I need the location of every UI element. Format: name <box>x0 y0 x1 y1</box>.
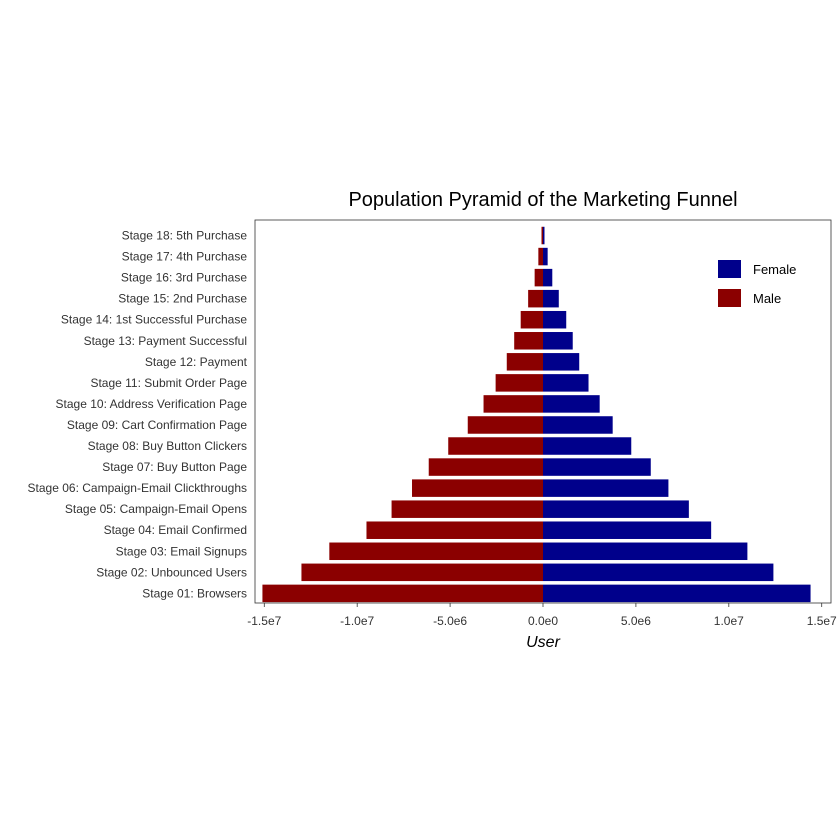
bar-male-17 <box>538 247 543 266</box>
bar-male-5 <box>391 500 543 518</box>
bar-female-3 <box>543 542 748 561</box>
legend-label-female: Female <box>753 262 796 277</box>
bar-male-9 <box>467 416 543 434</box>
x-tick-label: -5.0e6 <box>433 614 467 628</box>
bar-male-7 <box>428 458 543 476</box>
x-tick-label: 1.5e7 <box>807 614 837 628</box>
category-label: Stage 04: Email Confirmed <box>104 523 247 537</box>
bar-male-3 <box>329 542 543 561</box>
bar-female-7 <box>543 458 651 476</box>
bar-male-13 <box>514 332 543 350</box>
bar-female-12 <box>543 353 580 371</box>
bar-female-4 <box>543 521 712 539</box>
bars-layer <box>262 226 811 603</box>
legend-label-male: Male <box>753 291 781 306</box>
bar-female-15 <box>543 289 559 308</box>
bar-female-16 <box>543 268 553 287</box>
x-tick-label: 5.0e6 <box>621 614 651 628</box>
bar-female-1 <box>543 584 811 603</box>
chart-title: Population Pyramid of the Marketing Funn… <box>348 189 737 211</box>
legend-swatch-male <box>718 289 741 307</box>
category-label: Stage 07: Buy Button Page <box>102 460 247 474</box>
category-label: Stage 15: 2nd Purchase <box>118 292 247 306</box>
bar-male-14 <box>520 310 543 329</box>
legend-swatch-female <box>718 260 741 278</box>
category-label: Stage 05: Campaign-Email Opens <box>65 502 247 516</box>
category-label: Stage 02: Unbounced Users <box>96 565 247 579</box>
bar-female-14 <box>543 310 567 329</box>
x-tick-label: 1.0e7 <box>714 614 744 628</box>
category-labels: Stage 01: Browsers Stage 02: Unbounced Us… <box>28 229 248 601</box>
category-label: Stage 08: Buy Button Clickers <box>88 439 247 453</box>
bar-male-12 <box>506 353 543 371</box>
category-label: Stage 12: Payment <box>145 355 248 369</box>
category-label: Stage 17: 4th Purchase <box>122 250 248 264</box>
bar-male-1 <box>262 584 543 603</box>
category-label: Stage 11: Submit Order Page <box>90 376 247 390</box>
bar-female-11 <box>543 374 589 392</box>
category-label: Stage 18: 5th Purchase <box>122 229 248 243</box>
x-axis-ticks: -1.5e7 -1.0e7 -5.0e6 0.0e0 5.0e6 1.0e7 1.5e7 <box>247 603 837 628</box>
category-label: Stage 10: Address Verification Page <box>56 397 248 411</box>
x-tick-label: -1.5e7 <box>247 614 281 628</box>
bar-female-13 <box>543 332 573 350</box>
category-label: Stage 09: Cart Confirmation Page <box>67 418 247 432</box>
bar-male-11 <box>495 374 543 392</box>
bar-female-9 <box>543 416 613 434</box>
legend: Female Male <box>718 260 796 307</box>
category-label: Stage 14: 1st Successful Purchase <box>61 313 247 327</box>
bar-female-2 <box>543 563 774 582</box>
x-axis-title: User <box>526 634 560 651</box>
bar-female-5 <box>543 500 689 518</box>
bar-male-18 <box>541 226 543 245</box>
x-tick-label: 0.0e0 <box>528 614 558 628</box>
bar-male-10 <box>483 395 543 413</box>
bar-male-2 <box>301 563 543 582</box>
bar-male-8 <box>448 437 543 455</box>
bar-female-18 <box>543 226 545 245</box>
bar-female-8 <box>543 437 632 455</box>
bar-male-16 <box>534 268 543 287</box>
category-label: Stage 13: Payment Successful <box>84 334 247 348</box>
category-label: Stage 03: Email Signups <box>116 544 247 558</box>
bar-male-15 <box>528 289 543 308</box>
bar-female-6 <box>543 479 669 497</box>
category-label: Stage 01: Browsers <box>142 586 247 600</box>
category-label: Stage 06: Campaign-Email Clickthroughs <box>28 481 247 495</box>
bar-male-4 <box>366 521 543 539</box>
bar-female-10 <box>543 395 600 413</box>
bar-female-17 <box>543 247 548 266</box>
x-tick-label: -1.0e7 <box>340 614 374 628</box>
category-label: Stage 16: 3rd Purchase <box>121 271 247 285</box>
bar-male-6 <box>412 479 543 497</box>
